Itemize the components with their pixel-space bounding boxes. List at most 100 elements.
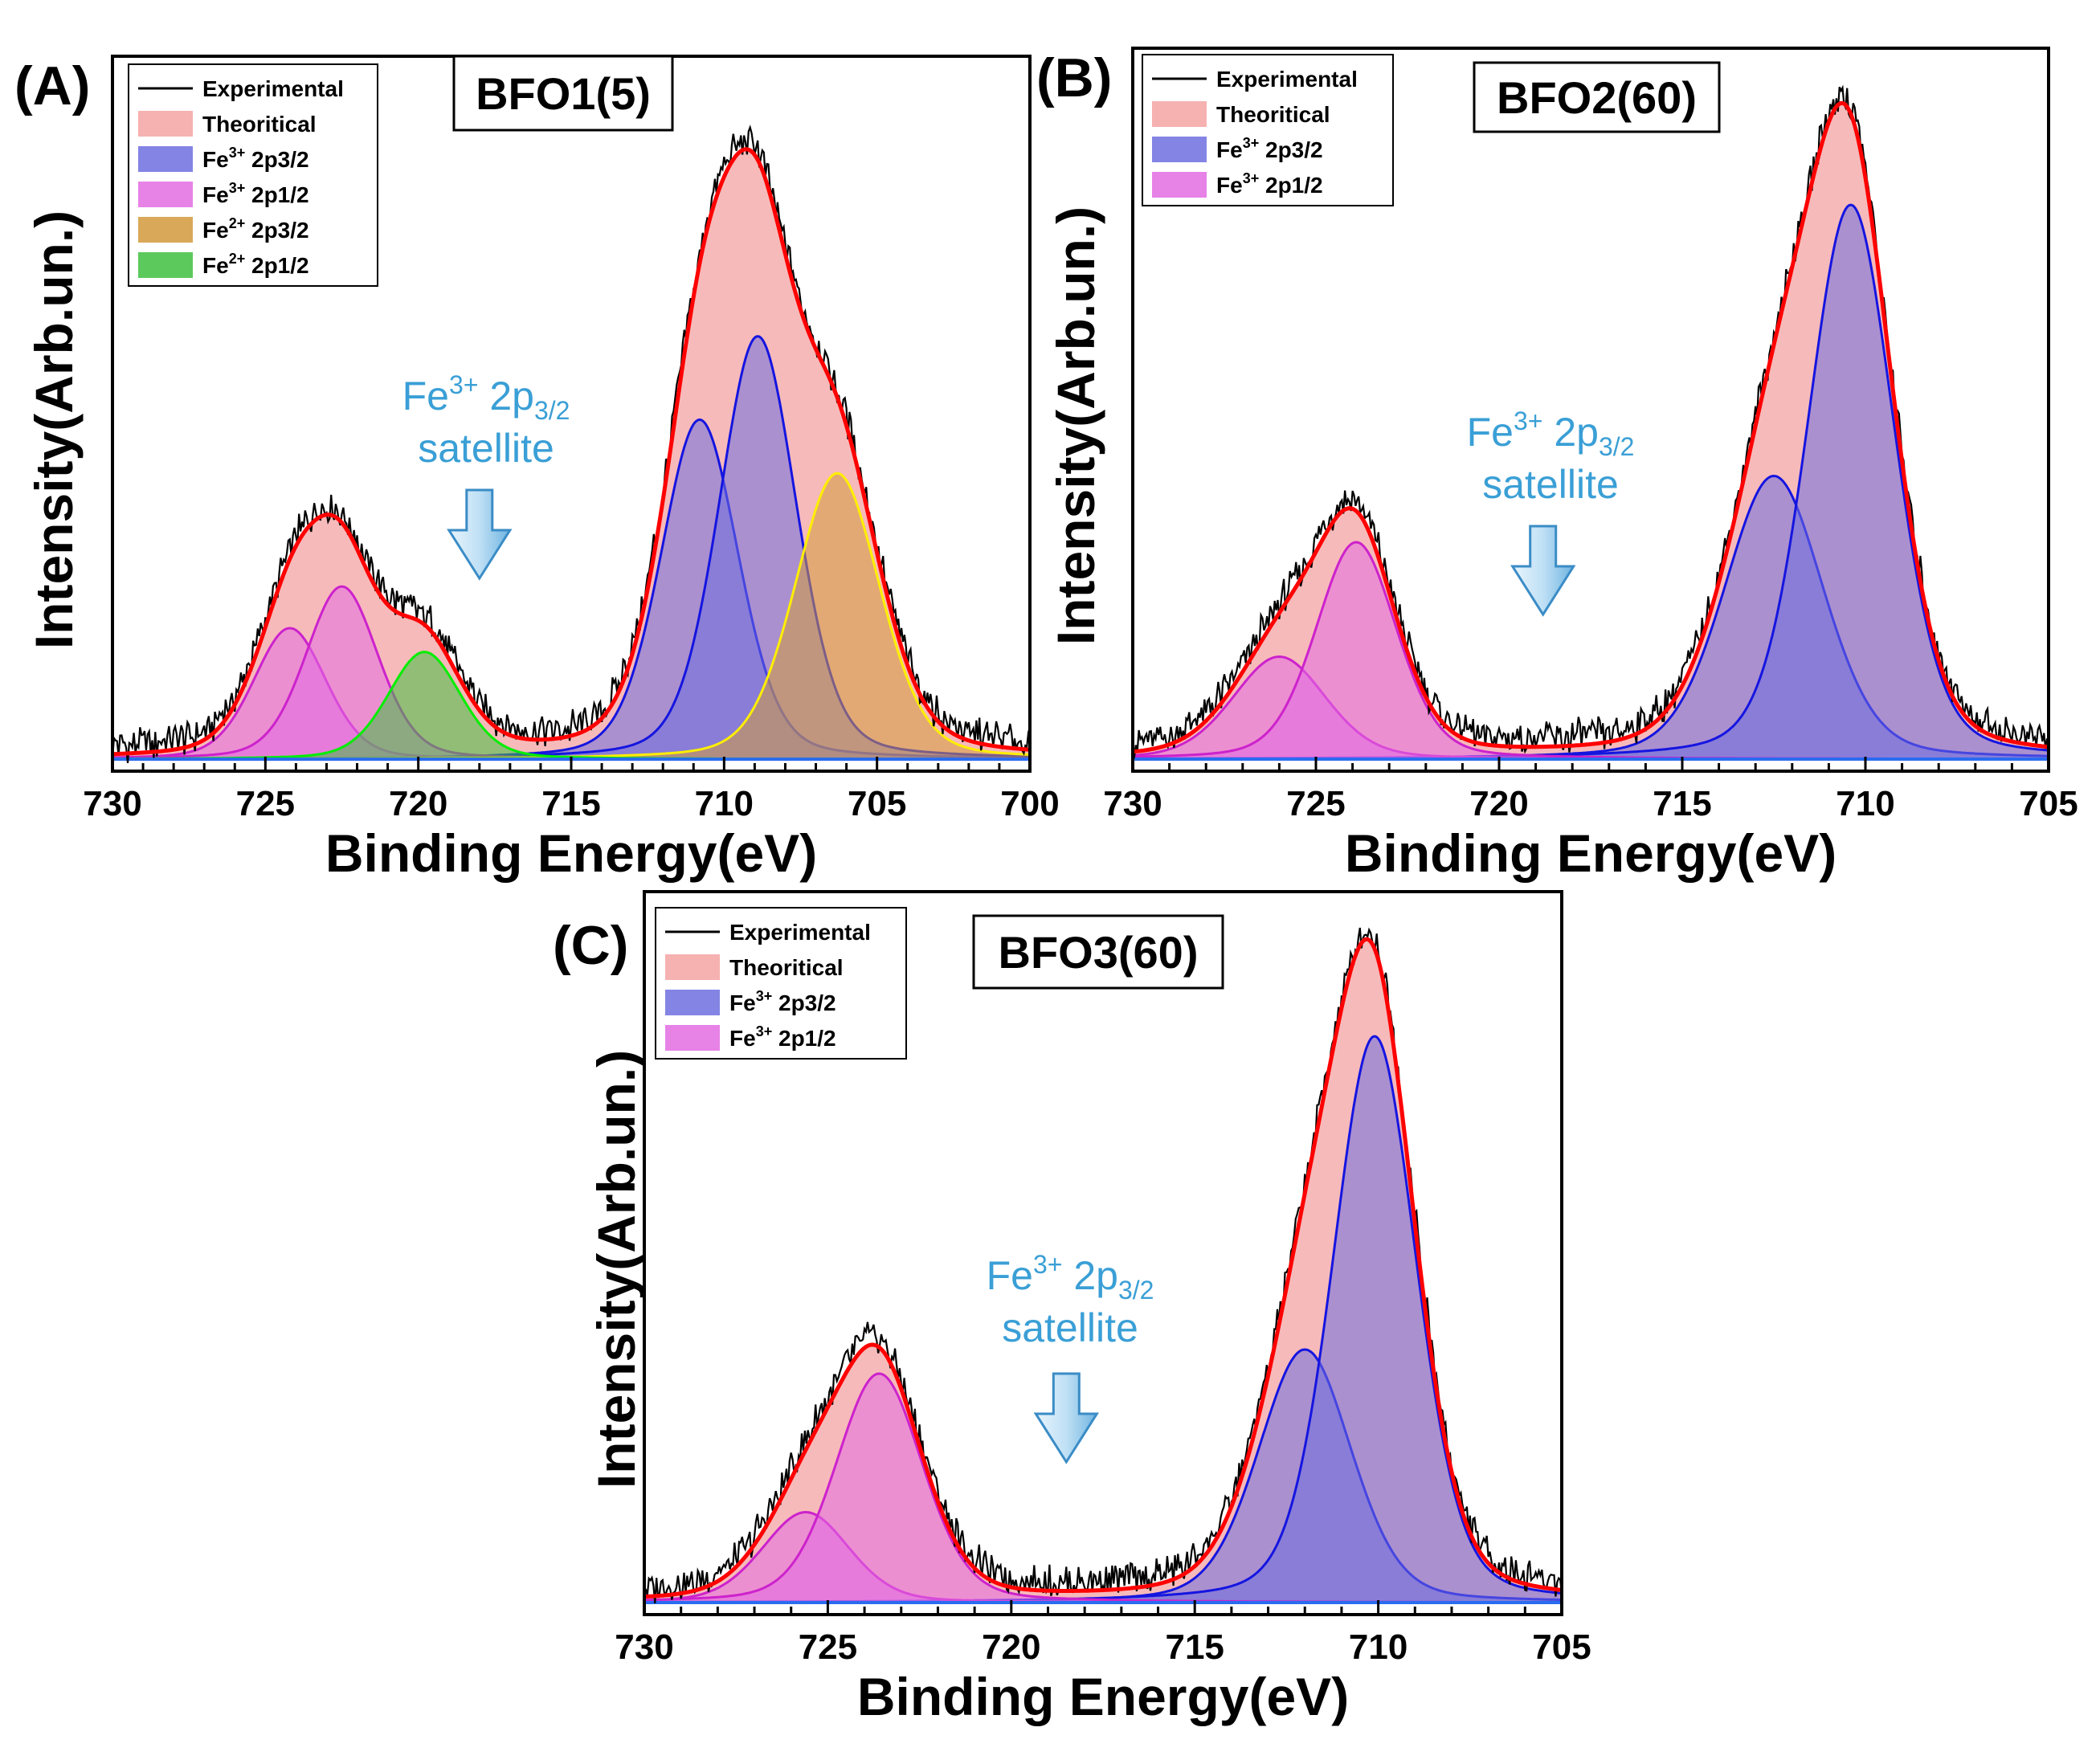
legend-label-main: Fe [202,253,229,278]
legend-label: Theoritical [202,112,317,137]
theoretical-envelope-line [112,147,1030,757]
annot-2p: 2p [1542,410,1599,455]
legend-item: Fe3+ 2p3/2 [665,988,836,1015]
x-tick-label: 725 [799,1627,857,1667]
x-tick-label: 710 [695,784,754,823]
x-tick-label: 715 [541,784,600,823]
satellite-annotation-line2: satellite [418,426,554,471]
x-tick-label: 705 [848,784,906,823]
x-tick-label: 720 [1469,784,1528,823]
legend-label: Fe3+ 2p1/2 [1216,170,1323,198]
legend-label: Experimental [1216,67,1358,92]
legend-label-main: Fe [729,1026,756,1051]
x-tick-label: 730 [83,784,141,823]
legend-label: Fe3+ 2p3/2 [1216,135,1323,162]
legend-item: Fe3+ 2p3/2 [138,145,309,172]
sample-label: BFO2(60) [1497,72,1697,123]
legend-swatch [138,111,193,137]
sample-label: BFO3(60) [999,927,1199,978]
sample-label-box [452,55,674,132]
peak-fill-fe3_12-1 [1133,542,2049,759]
legend-item: Theoritical [138,111,317,137]
annot-sub: 3/2 [534,396,570,425]
legend-label-rest: 2p1/2 [245,253,308,278]
x-axis-title: Binding Energy(eV) [1345,823,1836,883]
theoretical-envelope-line [644,937,1562,1599]
chart-panel-a: 730 725 720 715 710 705 700 Binding Energy(eV) I… [14,55,1060,883]
legend-label-main: Theoritical [202,112,317,137]
legend-item: Fe3+ 2p3/2 [1152,135,1323,162]
legend-item: Experimental [1152,67,1358,92]
legend-label-sup: 2+ [229,215,246,231]
legend-label-sup: 3+ [756,1023,773,1039]
legend-label: Experimental [202,76,344,101]
annot-sup: 3+ [1033,1250,1062,1279]
sample-label: BFO1(5) [476,68,651,119]
legend-label-sup: 3+ [756,988,773,1004]
down-arrow-icon [1510,525,1576,617]
legend-label-sup: 3+ [1243,135,1260,151]
down-arrow-icon [447,488,513,581]
annot-sup: 3+ [1514,406,1542,435]
peak-fill-fe3_32-1 [644,1036,1562,1603]
x-tick-label: 725 [236,784,295,823]
panel-letter: (C) [553,915,628,976]
legend-label-main: Theoritical [729,955,844,980]
annot-sup: 3+ [449,370,478,399]
x-tick-label: 715 [1165,1627,1224,1667]
legend-box [128,63,378,287]
legend-label-rest: 2p3/2 [245,218,308,243]
legend-label-main: Experimental [1216,67,1358,92]
legend-swatch [665,990,720,1015]
legend-label: Fe3+ 2p1/2 [729,1023,836,1051]
legend-label-main: Experimental [202,76,344,101]
theoretical-envelope-line [1133,100,2049,754]
annot-sub: 3/2 [1599,432,1634,461]
legend-label-rest: 2p3/2 [245,147,308,172]
chart-panel-c: 730 725 720 715 710 705 Binding Energy(eV) Inte… [553,890,1591,1726]
plot-area [112,125,1030,764]
x-tick-label: 725 [1286,784,1345,823]
legend-label: Fe3+ 2p1/2 [202,180,309,207]
annot-sub: 3/2 [1118,1276,1154,1305]
legend-item: Fe3+ 2p1/2 [1152,170,1323,198]
legend-label: Fe3+ 2p3/2 [202,145,309,172]
chart-panel-b: 730 725 720 715 710 705 Binding Energy(eV) Inte… [1036,47,2078,883]
satellite-annotation-line2: satellite [1482,462,1619,507]
sample-label-box [1473,61,1721,133]
annot-fe: Fe [987,1253,1033,1298]
legend-swatch [138,252,193,278]
x-tick-label: 700 [1000,784,1059,823]
legend-item: Theoritical [1152,101,1330,127]
legend-label-sup: 2+ [229,251,246,267]
legend-swatch [1152,101,1207,127]
legend-label-sup: 3+ [229,145,246,161]
legend-swatch [1152,137,1207,162]
legend-label-main: Theoritical [1216,102,1330,127]
legend-label: Fe2+ 2p1/2 [202,251,309,278]
legend-swatch [665,1025,720,1051]
legend-label-main: Fe [202,147,229,172]
legend-item: Fe2+ 2p3/2 [138,215,309,243]
annot-2p: 2p [1062,1253,1118,1298]
annot-fe: Fe [1467,410,1514,455]
plot-frame [1131,47,2050,773]
panel-letter: (B) [1036,47,1112,108]
x-tick-label: 730 [615,1627,673,1667]
legend-label: Experimental [729,920,871,945]
panel-letter: (A) [14,55,90,116]
legend-label: Fe3+ 2p3/2 [729,988,836,1015]
legend-item: Fe2+ 2p1/2 [138,251,309,278]
legend-item: Experimental [665,920,871,945]
legend-label-rest: 2p3/2 [1259,137,1322,162]
x-tick-label: 705 [2019,784,2078,823]
legend-label-rest: 2p1/2 [772,1026,836,1051]
legend-label-sup: 3+ [229,180,246,196]
satellite-annotation-line1: Fe3+ 2p3/2 [402,370,570,425]
legend-label-rest: 2p3/2 [772,990,836,1015]
legend-label-main: Fe [202,218,229,243]
legend-label: Theoritical [729,955,844,980]
